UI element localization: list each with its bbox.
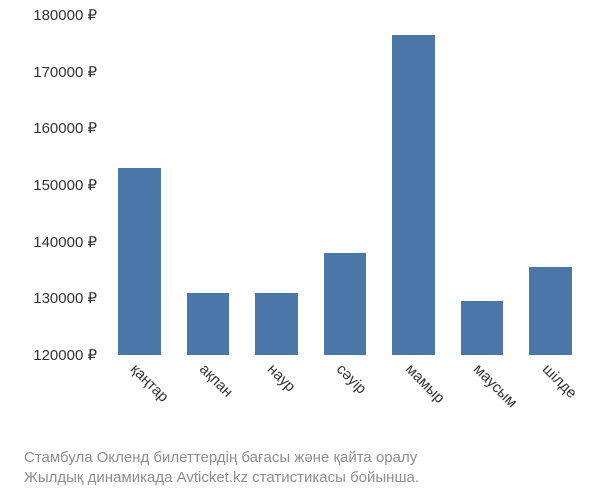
x-tick-label: маусым <box>470 361 521 412</box>
plot-area: 120000 ₽130000 ₽140000 ₽150000 ₽160000 ₽… <box>105 15 585 355</box>
x-tick-label: сәуір <box>333 361 370 398</box>
bar <box>118 168 161 355</box>
x-tick-label: шілде <box>539 361 580 402</box>
caption-line-1: Стамбула Окленд билеттердің бағасы және … <box>24 448 419 468</box>
bar <box>324 253 367 355</box>
chart-container: 120000 ₽ 130000 ₽ 140000 ₽ 150000 ₽ 160000 ₽… <box>0 0 600 500</box>
caption-line-2: Жылдық динамикада Avticket.kz статистика… <box>24 468 419 488</box>
x-tick-label: ақпан <box>196 361 236 401</box>
y-tick-label: 120000 ₽ <box>33 346 97 364</box>
x-tick-label: наур <box>264 361 299 396</box>
y-tick-label: 170000 ₽ <box>33 63 97 81</box>
y-tick-label: 140000 ₽ <box>33 233 97 251</box>
y-tick-label: 130000 ₽ <box>33 289 97 307</box>
y-tick-label: 150000 ₽ <box>33 176 97 194</box>
x-tick-label: қаңтар <box>127 361 172 406</box>
y-tick-label: 180000 ₽ <box>33 6 97 24</box>
bar <box>392 35 435 355</box>
bar <box>255 293 298 355</box>
y-tick-label: 160000 ₽ <box>33 119 97 137</box>
caption: Стамбула Окленд билеттердің бағасы және … <box>24 448 419 489</box>
bar <box>187 293 230 355</box>
bar <box>529 267 572 355</box>
bar <box>461 301 504 355</box>
x-tick-label: мамыр <box>402 361 448 407</box>
